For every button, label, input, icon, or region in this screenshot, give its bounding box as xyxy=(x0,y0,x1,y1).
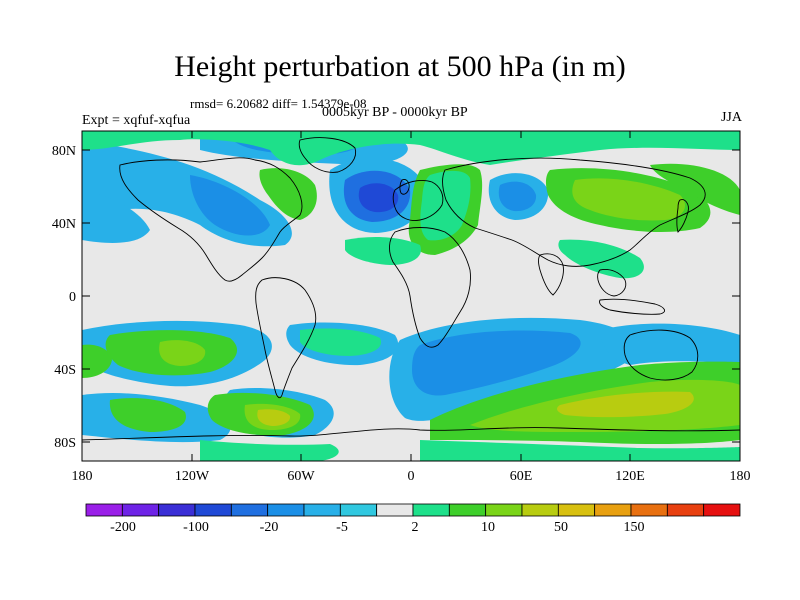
colorbar-swatch xyxy=(448,503,487,517)
colorbar-swatch xyxy=(703,503,741,517)
coastline-antarctica xyxy=(82,427,740,441)
lat-label-40n: 40N xyxy=(52,217,76,232)
map-title: Height perturbation at 500 hPa (in m) xyxy=(174,50,626,83)
lon-label-0: 0 xyxy=(408,469,415,484)
period-label: 0005kyr BP - 0000kyr BP xyxy=(322,105,468,120)
colorbar-label: 150 xyxy=(624,520,645,535)
contour-positive-south-pacific-west xyxy=(82,344,112,378)
coastline-japan xyxy=(676,199,689,233)
colorbar-swatch xyxy=(121,503,160,517)
contour-positive-subtropic-asia xyxy=(558,239,644,279)
colorbar-swatch xyxy=(594,503,632,517)
colorbar-label: -100 xyxy=(183,520,209,535)
coastline-australia xyxy=(623,329,699,381)
lat-label-40s: 40S xyxy=(54,363,76,378)
colorbar-swatch xyxy=(85,503,123,517)
season-label: JJA xyxy=(720,110,742,125)
contour-negative-core-asia xyxy=(498,181,537,212)
coastline-north-america xyxy=(119,157,303,282)
colorbar-labels: -200 -100 -20 -5 2 10 50 150 xyxy=(110,520,644,535)
contour-positive-south-atlantic xyxy=(300,328,382,356)
lat-label-80s: 80S xyxy=(54,436,76,451)
colorbar-swatch xyxy=(557,503,596,517)
colorbar-swatch xyxy=(194,503,232,517)
contour-positive-southern-ocean-west xyxy=(109,398,186,432)
coastline-greenland xyxy=(298,137,357,173)
lat-label-0: 0 xyxy=(69,290,76,305)
coastline-africa xyxy=(389,227,471,348)
contour-positive-arctic-rim xyxy=(82,131,740,166)
colorbar-swatch xyxy=(521,503,559,517)
colorbar-label: 10 xyxy=(481,520,495,535)
contour-positive-north-pacific xyxy=(650,163,740,215)
colorbar-label: -20 xyxy=(260,520,279,535)
contour-field xyxy=(82,131,740,461)
coastline-indonesia xyxy=(599,298,666,315)
contour-positive-europe-asia-inner xyxy=(420,170,471,241)
contour-positive-south-pacific-core xyxy=(159,340,206,366)
colorbar-label: -200 xyxy=(110,520,136,535)
contour-positive-southern-indian-center xyxy=(557,391,694,418)
experiment-label: Expt = xqfuf-xqfua xyxy=(82,113,191,128)
contour-positive-antarctic-west xyxy=(200,440,339,461)
colorbar-swatch xyxy=(158,503,196,517)
colorbar-swatch xyxy=(303,503,341,517)
axis-ticks xyxy=(81,131,741,461)
lon-label-180-left: 180 xyxy=(72,469,93,484)
contour-negative-indian-ocean-core xyxy=(412,330,581,396)
lon-label-60e: 60E xyxy=(510,469,533,484)
lon-label-120w: 120W xyxy=(175,469,210,484)
contour-negative-pacific-south xyxy=(600,323,740,365)
lon-label-180-right: 180 xyxy=(730,469,751,484)
contour-negative-center-north-atlantic xyxy=(358,183,399,213)
contour-negative-band-west-pacific xyxy=(82,190,150,243)
colorbar-label: -5 xyxy=(336,520,348,535)
lon-label-120e: 120E xyxy=(615,469,645,484)
coastlines xyxy=(82,137,740,441)
contour-positive-east-asia-core xyxy=(572,178,685,221)
lon-label-60w: 60W xyxy=(287,469,315,484)
coastline-southeast-asia xyxy=(597,269,627,297)
lat-label-80n: 80N xyxy=(52,144,76,159)
colorbar-label: 2 xyxy=(412,520,419,535)
colorbar-swatch xyxy=(267,503,305,517)
contour-positive-antarctic-east xyxy=(420,440,740,461)
colorbar-swatch xyxy=(230,503,269,517)
colorbar-swatch xyxy=(412,503,450,517)
colorbar-swatch xyxy=(666,503,705,517)
coastline-uk xyxy=(399,179,410,195)
contour-positive-southern-ocean-central-center xyxy=(257,409,291,426)
coastline-south-america xyxy=(255,277,317,399)
contour-positive-north-america-east xyxy=(259,168,317,220)
colorbar-swatch xyxy=(339,503,378,517)
coastline-asia xyxy=(442,157,706,267)
coastline-europe xyxy=(392,179,444,221)
colorbar-swatch xyxy=(630,503,668,517)
colorbar xyxy=(85,503,741,517)
contour-negative-core-north-america xyxy=(190,175,270,236)
rmsd-stats: rmsd= 6.20682 diff= 1.54379e-08 xyxy=(190,96,367,111)
coastline-india xyxy=(538,253,564,296)
contour-positive-tropical-atlantic xyxy=(345,237,421,265)
colorbar-swatch xyxy=(485,503,523,517)
colorbar-swatch xyxy=(376,503,414,517)
colorbar-label: 50 xyxy=(554,520,568,535)
